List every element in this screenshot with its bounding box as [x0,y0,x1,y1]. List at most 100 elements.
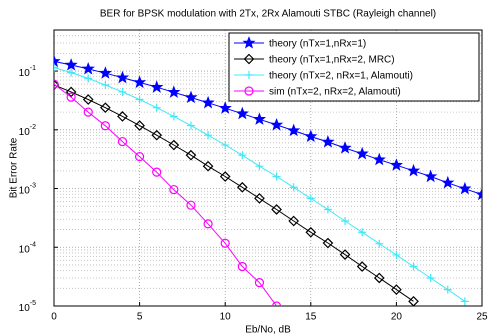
marker [254,193,265,204]
marker [339,249,351,260]
marker [117,111,128,122]
series-line [54,84,414,302]
marker [186,121,195,130]
marker [135,151,145,162]
marker [306,194,315,203]
chart-title: BER for BPSK modulation with 2Tx, 2Rx Al… [100,9,436,20]
marker [151,129,163,141]
marker [168,139,180,151]
marker [237,261,247,272]
marker [375,239,384,248]
marker [289,183,298,192]
marker [373,272,385,284]
marker [184,90,198,104]
marker [169,112,178,121]
marker [389,158,403,171]
marker [460,297,469,306]
marker [423,169,438,183]
marker [441,175,455,189]
marker [169,184,179,195]
marker [65,86,77,98]
marker [64,58,78,71]
marker [101,80,110,89]
legend-label: theory (nTx=2, nRx=1, Alamouti) [269,71,413,82]
marker [54,79,59,89]
marker [271,204,282,215]
marker [66,92,76,102]
marker [84,74,93,83]
marker [272,172,281,181]
y-tick-label: 10-1 [19,65,36,79]
x-axis-label: Eb/No, dB [245,325,291,335]
marker [392,250,401,259]
x-tick-label: 5 [137,312,143,323]
marker [254,278,265,288]
marker [304,129,318,143]
marker [305,226,317,238]
marker [185,149,197,161]
legend-label: theory (nTx=1,nRx=2, MRC) [269,55,395,66]
marker [244,86,254,96]
marker [204,131,213,140]
marker [218,101,232,114]
marker [118,87,127,96]
marker [100,102,111,114]
marker [203,219,213,229]
y-tick-label: 10-5 [19,300,36,314]
marker [269,117,284,131]
marker [54,79,60,91]
marker [152,103,161,112]
marker [67,68,76,77]
marker [356,261,368,272]
marker [202,160,214,172]
marker [81,61,95,75]
marker [167,85,181,98]
legend-label: sim (nTx=2, nRx=2, Alamouti) [269,87,401,98]
marker [219,171,231,182]
marker [255,162,264,171]
x-tick-label: 10 [220,312,232,323]
x-tick-label: 15 [305,312,317,323]
marker [322,237,334,249]
marker [135,95,144,104]
marker [409,262,418,271]
marker [243,53,255,65]
marker [134,120,145,131]
marker [83,107,93,117]
marker [321,135,335,148]
marker [238,151,247,160]
legend-label: theory (nTx=1,nRx=1) [269,39,366,50]
marker [100,121,110,131]
y-axis-label: Bit Error Rate [9,137,20,198]
y-tick-label: 10-4 [19,241,36,255]
marker [235,106,249,120]
marker [115,70,130,84]
marker [133,75,147,89]
y-tick-label: 10-2 [19,124,36,138]
marker [186,200,196,210]
marker [338,141,352,154]
x-tick-label: 25 [476,312,488,323]
x-tick-label: 20 [391,312,403,323]
marker [54,63,58,72]
marker [252,112,267,125]
series-line [54,83,278,306]
x-tick-label: 0 [51,312,57,323]
marker [426,273,435,282]
marker [221,141,230,150]
marker [406,163,421,177]
plot-frame [53,29,483,307]
marker [150,80,164,93]
marker [358,228,367,237]
marker [82,94,94,105]
y-tick-label: 10-3 [19,182,36,196]
marker [98,66,112,79]
marker [117,136,128,147]
marker [475,187,482,201]
legend-box [228,32,480,102]
marker [236,181,248,193]
marker [271,301,282,306]
marker [245,71,253,79]
marker [372,152,386,166]
